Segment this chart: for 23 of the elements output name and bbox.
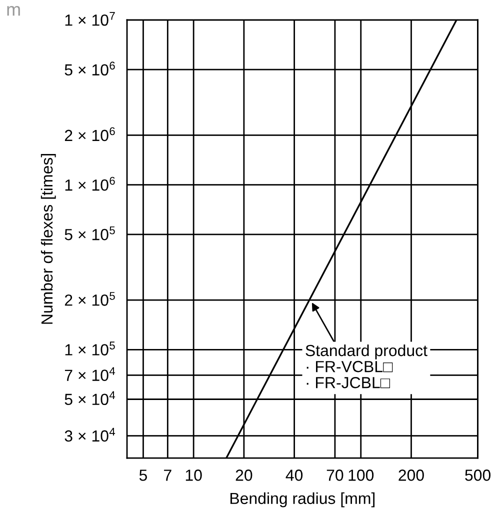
y-tick-label: 2 × 10$^{6}$ [64,127,115,142]
x-axis-title: Bending radius [mm] [230,492,375,508]
y-axis-title: Number of flexes [times] [40,154,56,324]
y-tick-label: 1 × 10$^{6}$ [65,176,115,191]
y-tick-label: 5 × 10$^{5}$ [64,226,115,240]
x-tick-label: 10 [186,470,202,481]
y-tick-label: 1 × 10$^{5}$ [65,342,115,356]
y-tick-label: 3 × 10$^{4}$ [64,428,116,442]
x-tick-label: 20 [236,470,252,481]
x-tick-label: 70 [326,470,344,481]
annotation: Standard product · FR-VCBL□ · FR-JCBL□ [306,344,428,388]
x-tick-label: 200 [398,470,424,481]
y-tick-label: 5 × 10$^{4}$ [64,391,116,406]
x-tick-label: 40 [286,470,303,481]
y-tick-label: 2 × 10$^{5}$ [64,292,115,306]
text: m [7,6,20,16]
x-tick-label: 500 [465,470,490,481]
y-tick-label: 1 × 10$^{7}$ [65,12,115,26]
x-tick-label: 100 [348,470,374,481]
x-tick-label: 7 [164,470,172,481]
y-tick-label: 7 × 10$^{4}$ [64,367,116,381]
y-tick-label: 5 × 10$^{6}$ [64,62,115,76]
x-tick-label: 5 [139,470,147,481]
